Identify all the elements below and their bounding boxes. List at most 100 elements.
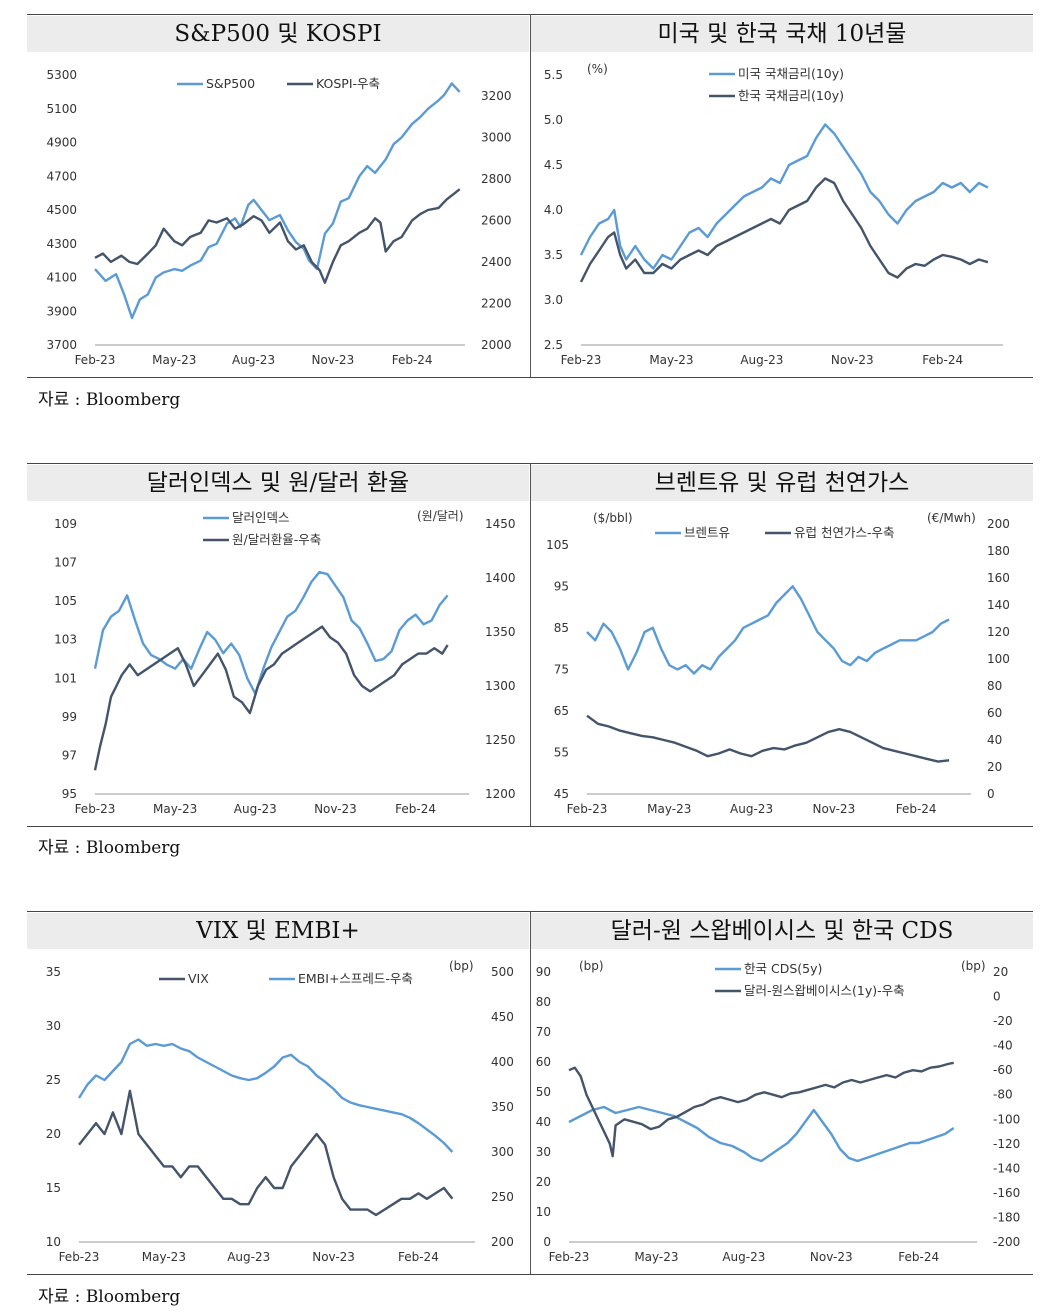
y-left-tick-label: 2.5 — [544, 338, 563, 352]
y-left-tick-label: 5.5 — [544, 68, 563, 82]
chart-panel-swap-cds: 달러-원 스왑베이시스 및 한국 CDS 0 10 20 30 40 50 60 70 80 90… — [531, 912, 1033, 1274]
y-right-tick-label: 20 — [987, 760, 1002, 774]
x-tick-label: Nov-23 — [314, 802, 357, 816]
series-line — [568, 1061, 954, 1158]
x-tick-label: Aug-23 — [227, 1250, 270, 1264]
y-right-tick-label: -120 — [993, 1137, 1020, 1151]
chart-panel-dxy-krw: 달러인덱스 및 원/달러 환율 95 97 99 101 103 105 107 109 120… — [27, 464, 530, 826]
chart-svg: 45 55 65 75 85 95 105 0 20 40 60 80 100 120 140 160 180 2… — [546, 511, 1010, 816]
y-right-tick-label: 140 — [987, 598, 1010, 612]
x-tick-label: May-23 — [649, 353, 693, 367]
y-right-tick-label: 3000 — [481, 130, 512, 144]
y-left-tick-label: 3700 — [46, 338, 77, 352]
y-right-tick-label: -100 — [993, 1112, 1020, 1126]
x-tick-label: Feb-24 — [392, 353, 433, 367]
x-tick-label: Aug-23 — [740, 353, 783, 367]
x-tick-label: Feb-23 — [75, 353, 116, 367]
x-tick-label: Feb-23 — [561, 353, 602, 367]
y-left-tick-label: 20 — [46, 1127, 61, 1141]
y-left-tick-label: 4100 — [46, 271, 77, 285]
x-tick-label: Feb-24 — [898, 1250, 939, 1264]
y-right-tick-label: 3200 — [481, 89, 512, 103]
y-right-tick-label: 200 — [491, 1235, 514, 1249]
y-left-tick-label: 3900 — [46, 304, 77, 318]
y-left-tick-label: 30 — [536, 1145, 551, 1159]
y-left-tick-label: 109 — [54, 517, 77, 531]
x-tick-label: May-23 — [153, 802, 197, 816]
x-tick-label: Aug-23 — [722, 1250, 765, 1264]
x-tick-label: Aug-23 — [234, 802, 277, 816]
y-right-tick-label: 0 — [987, 787, 995, 801]
row3-divider — [530, 911, 531, 1274]
x-tick-label: Feb-23 — [59, 1250, 100, 1264]
y-right-tick-label: -200 — [993, 1235, 1020, 1249]
legend-label: 원/달러환율-우축 — [232, 532, 321, 547]
y-left-tick-label: 105 — [54, 594, 77, 608]
y-right-tick-label: 200 — [987, 517, 1010, 531]
legend-label: 달러인덱스 — [232, 510, 290, 525]
y-right-tick-label: 2800 — [481, 172, 512, 186]
y-left-tick-label: 85 — [554, 621, 569, 635]
y-left-tick-label: 55 — [554, 745, 569, 759]
legend-label: 한국 CDS(5y) — [744, 961, 822, 976]
chart-title: 달러인덱스 및 원/달러 환율 — [27, 465, 529, 501]
y-right-tick-label: 450 — [491, 1010, 514, 1024]
series-line — [579, 177, 989, 283]
source-note-2: 자료 : Bloomberg — [38, 838, 181, 858]
y-right-tick-label: 180 — [987, 544, 1010, 558]
legend-label: KOSPI-우축 — [316, 76, 380, 91]
legend-label: 달러-원스왑베이시스(1y)-우축 — [744, 983, 905, 998]
y-left-tick-label: 4.5 — [544, 158, 563, 172]
y-left-tick-label: 10 — [46, 1235, 61, 1249]
y-left-tick-label: 10 — [536, 1205, 551, 1219]
y-right-tick-label: 500 — [491, 965, 514, 979]
legend-label: S&P500 — [206, 76, 255, 91]
x-tick-label: May-23 — [142, 1250, 186, 1264]
series-line — [78, 1089, 454, 1217]
series-line — [579, 123, 989, 270]
chart-panel-brent-gas: 브렌트유 및 유럽 천연가스 45 55 65 75 85 95 105 0 20 40 60 80 1… — [531, 464, 1033, 826]
y-right-tick-label: 1200 — [485, 787, 516, 801]
y-right-tick-label: -80 — [993, 1088, 1013, 1102]
y-right-tick-label: 2200 — [481, 296, 512, 310]
y-left-tick-label: 50 — [536, 1085, 551, 1099]
x-tick-label: Nov-23 — [831, 353, 874, 367]
y-left-tick-label: 35 — [46, 965, 61, 979]
chart-svg: 3700 3900 4100 4300 4500 4700 4900 5100 5300 2000… — [46, 68, 512, 367]
x-tick-label: Nov-23 — [810, 1250, 853, 1264]
x-tick-label: Feb-24 — [922, 353, 963, 367]
y-left-tick-label: 30 — [46, 1019, 61, 1033]
series-line — [568, 1105, 955, 1163]
chart-title: VIX 및 EMBI+ — [27, 913, 529, 949]
y-left-unit-label: (bp) — [579, 959, 604, 973]
y-left-tick-label: 95 — [554, 579, 569, 593]
row3-bottom-rule — [27, 1274, 1033, 1275]
y-left-unit-label: (%) — [587, 62, 608, 76]
x-tick-label: Nov-23 — [312, 1250, 355, 1264]
x-tick-label: Aug-23 — [730, 802, 773, 816]
row2-bottom-rule — [27, 826, 1033, 827]
chart-title: 미국 및 한국 국채 10년물 — [531, 16, 1033, 52]
y-right-tick-label: -40 — [993, 1039, 1013, 1053]
legend-label: 한국 국채금리(10y) — [738, 88, 844, 103]
y-right-unit-label: (원/달러) — [417, 509, 464, 523]
y-right-tick-label: -20 — [993, 1014, 1013, 1028]
row1-bottom-rule — [27, 377, 1033, 378]
x-tick-label: Feb-23 — [75, 802, 116, 816]
y-left-tick-label: 15 — [46, 1181, 61, 1195]
y-right-tick-label: 160 — [987, 571, 1010, 585]
row1-divider — [530, 14, 531, 377]
legend-label: 유럽 천연가스-우축 — [794, 525, 894, 540]
y-left-tick-label: 95 — [62, 787, 77, 801]
y-left-tick-label: 4300 — [46, 237, 77, 251]
row2-divider — [530, 463, 531, 826]
chart-svg: 10 15 20 25 30 35 200 250 300 350 400 450 500 Feb-23 M… — [46, 959, 514, 1264]
series-line — [93, 570, 449, 695]
chart-panel-vix-embi: VIX 및 EMBI+ 10 15 20 25 30 35 200 250 300 350 400 4… — [27, 912, 530, 1274]
y-right-unit-label: (bp) — [961, 959, 986, 973]
y-left-tick-label: 3.5 — [544, 248, 563, 262]
y-left-tick-label: 80 — [536, 995, 551, 1009]
x-tick-label: May-23 — [647, 802, 691, 816]
y-left-tick-label: 45 — [554, 787, 569, 801]
y-right-tick-label: 1450 — [485, 517, 516, 531]
